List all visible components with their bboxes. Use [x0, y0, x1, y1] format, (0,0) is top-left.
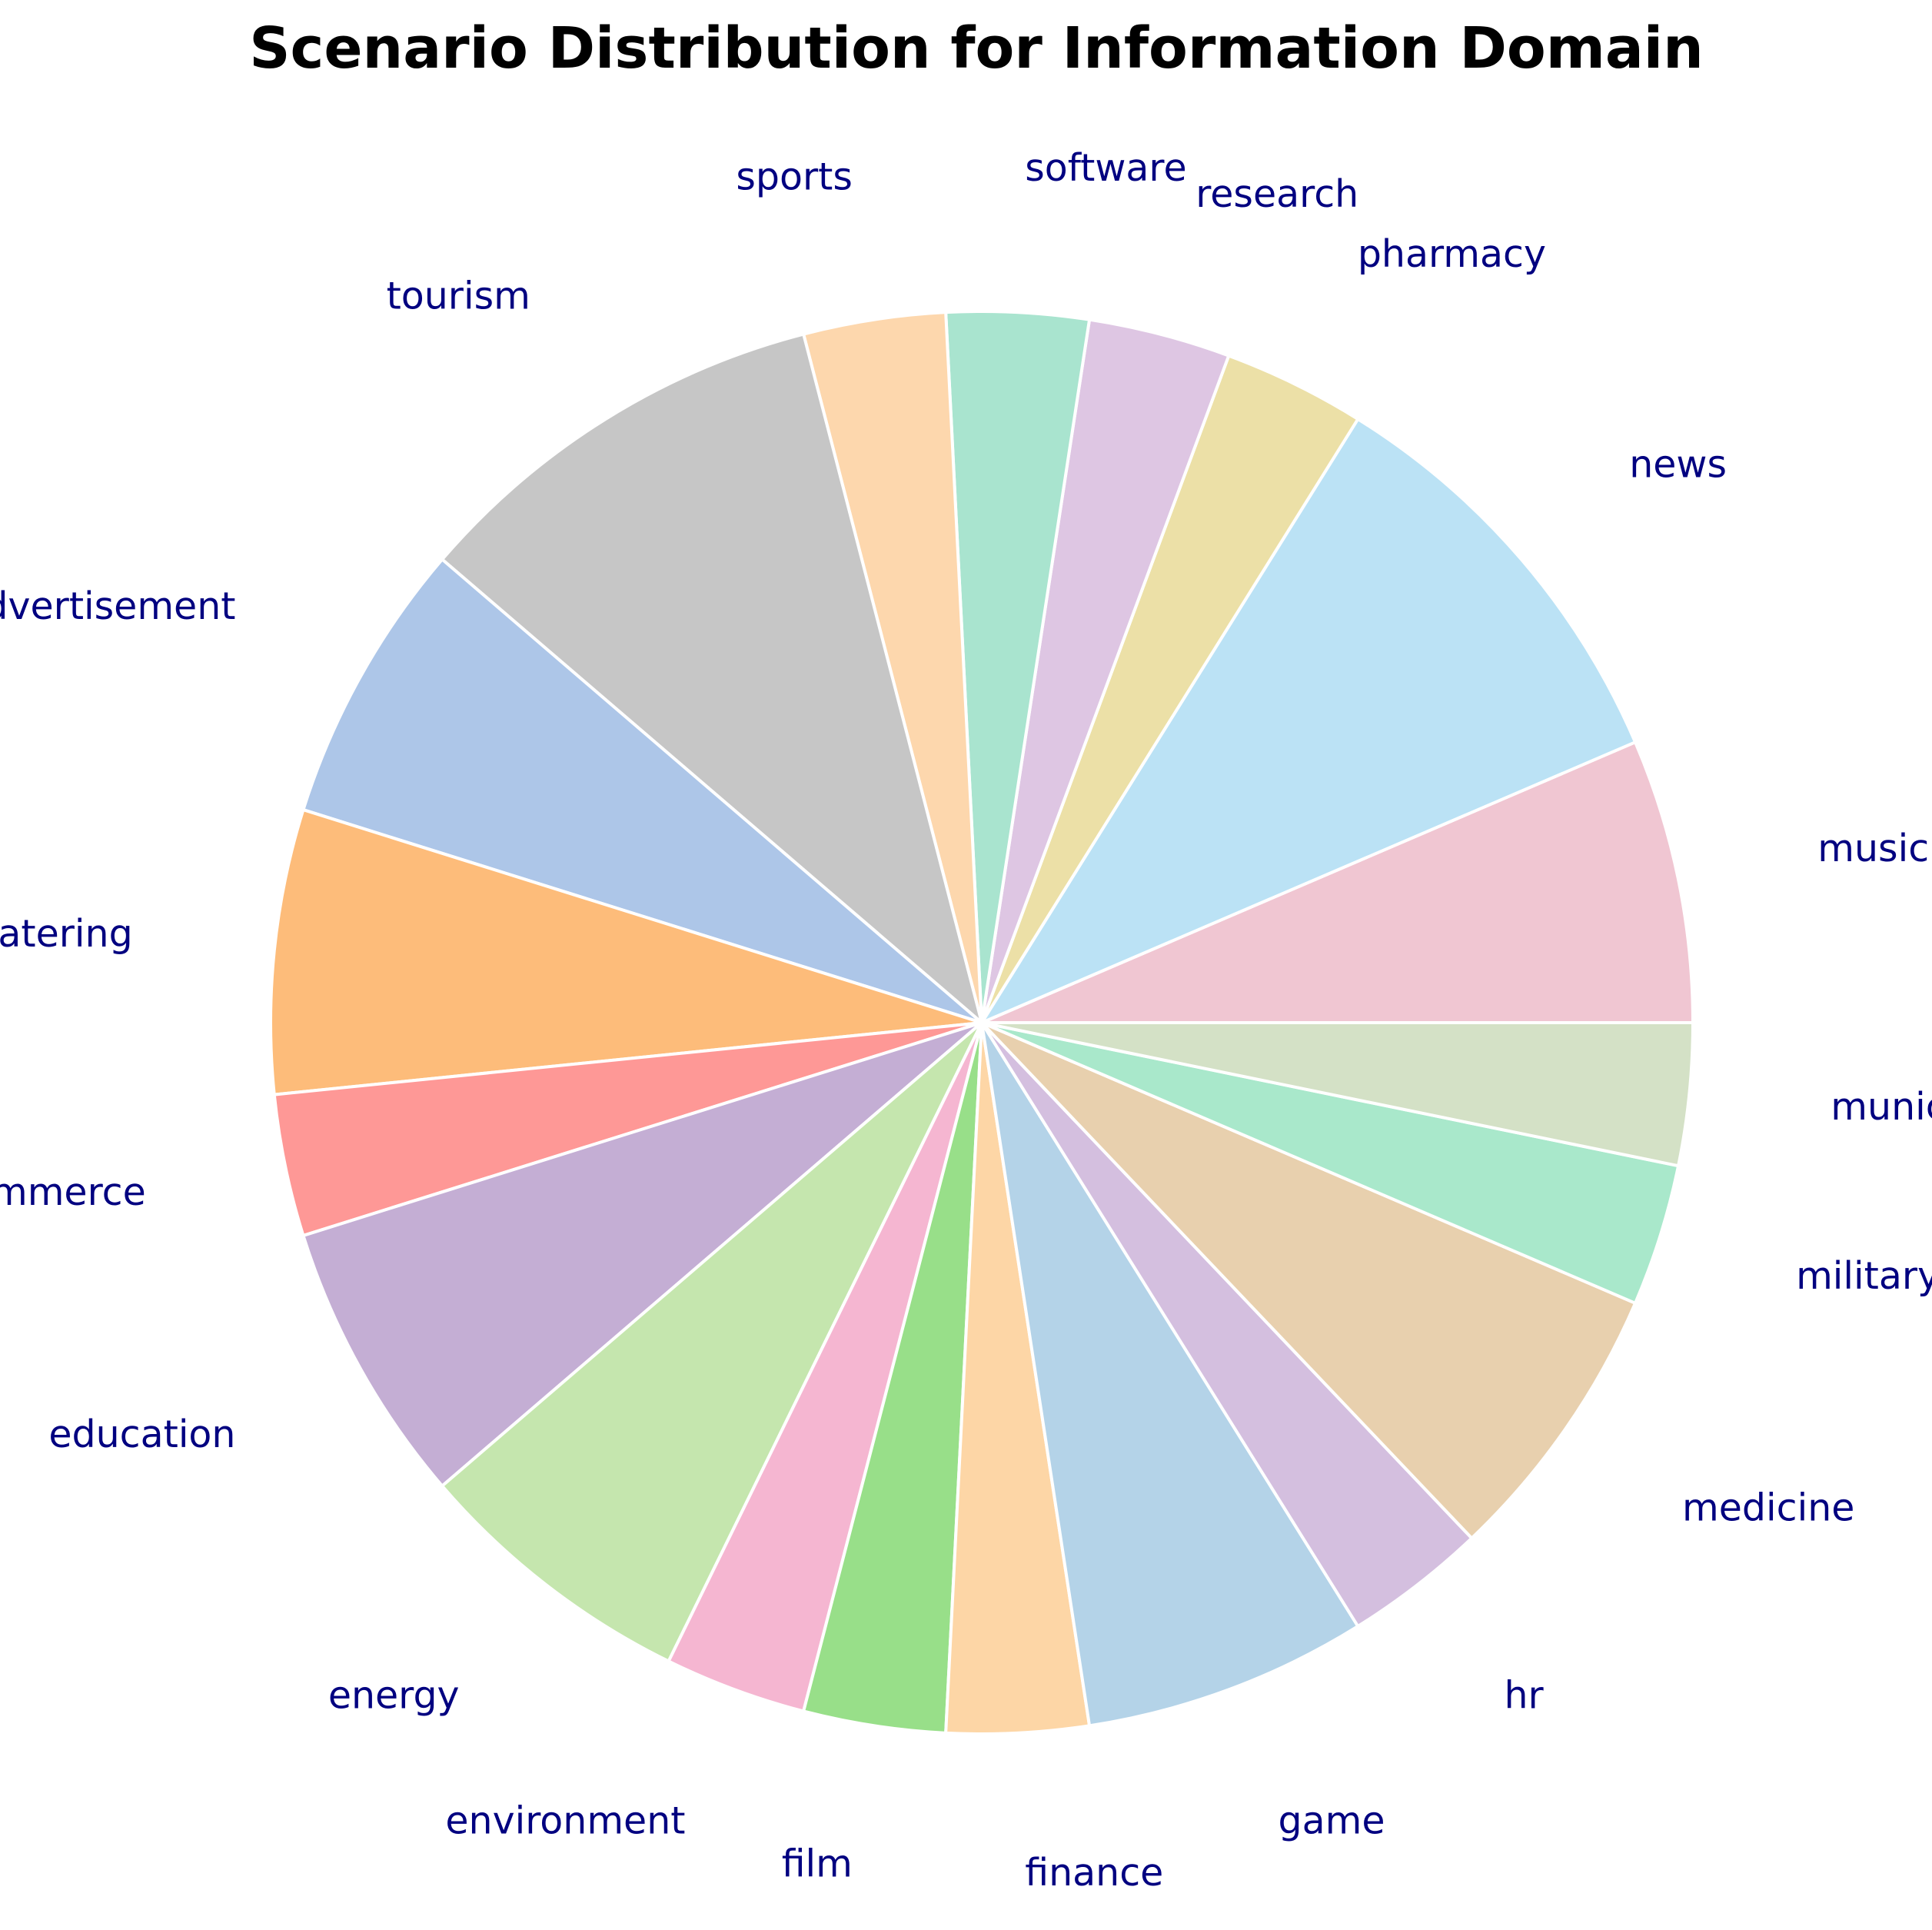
pie-label-film: film: [782, 1842, 853, 1886]
pie-label-music: music: [1817, 827, 1929, 870]
pie-slice-municipal: [980, 1021, 1694, 1168]
pie-label-news: news: [1629, 442, 1727, 486]
pie-label-finance: finance: [1025, 1851, 1163, 1895]
pie-slices: [269, 310, 1694, 1735]
chart-title: Scenario Distribution for Information Do…: [249, 15, 1704, 82]
pie-label-software: software: [1025, 146, 1186, 190]
pie-label-research: research: [1195, 172, 1358, 216]
pie-label-education: education: [48, 1413, 235, 1456]
pie-label-advertisement: advertisement: [0, 584, 235, 628]
pie-label-pharmacy: pharmacy: [1358, 232, 1546, 276]
pie-label-sports: sports: [736, 155, 853, 198]
pie-label-game: game: [1279, 1799, 1385, 1842]
pie-slice-advertisement: [301, 557, 983, 1024]
pie-slice-education: [301, 1021, 983, 1488]
pie-label-energy: energy: [328, 1673, 460, 1717]
pie-slice-music: [980, 740, 1694, 1024]
pie-label-hr: hr: [1504, 1673, 1544, 1717]
pie-label-environment: environment: [445, 1799, 685, 1842]
pie-slice-game: [980, 1021, 1360, 1728]
pie-label-military: military: [1796, 1254, 1932, 1298]
pie-label-ecommerce: ecommerce: [0, 1170, 146, 1214]
pie-label-catering: catering: [0, 912, 133, 956]
pie-label-tourism: tourism: [387, 275, 530, 318]
pie-label-municipal: municipal: [1831, 1085, 1932, 1129]
pie-slice-medicine: [980, 1021, 1638, 1540]
pie-slice-catering: [269, 808, 983, 1096]
pie-slice-tourism: [441, 332, 983, 1024]
pie-slice-energy: [441, 1021, 983, 1663]
pie-label-medicine: medicine: [1682, 1486, 1854, 1530]
pie-slice-news: [980, 418, 1638, 1024]
